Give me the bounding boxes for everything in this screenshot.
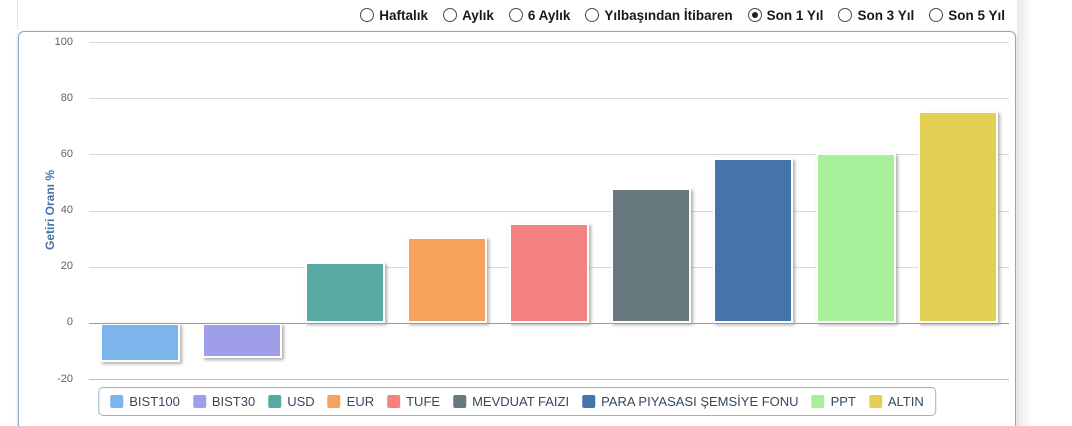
bar-chart-plot: Getiri Oranı % 100 80 60 40 20 0 -20 [19,32,1017,426]
gridline-60 [89,154,1009,156]
legend-label: PPT [830,394,856,409]
legend-item-para-piyasasi-semsi-ye-fonu[interactable]: PARA PIYASASI ŞEMSİYE FONU [582,394,799,409]
radio-option-son-5-yil[interactable]: Son 5 Yıl [929,8,1005,23]
radio-option-6-aylik[interactable]: 6 Aylık [508,7,571,23]
gridline-40 [89,210,1009,212]
radio-option-yilbasindan-i-tibaren[interactable]: Yılbaşından İtibaren [585,7,733,23]
legend-label: BIST30 [211,394,256,409]
legend-swatch-icon [811,395,825,408]
radio-icon[interactable] [585,8,600,22]
y-tick-label-20: 20 [60,260,73,273]
period-filter-group: Haftalık Aylık 6 Aylık Yılbaşından İtibaren… [360,3,1005,27]
radio-option-label: Yılbaşından İtibaren [604,7,733,23]
legend-swatch-icon [453,395,467,408]
legend-swatch-icon [868,395,882,408]
y-tick-label-40: 40 [60,204,73,216]
legend-label: ALTIN [887,394,924,409]
legend-item-ppt[interactable]: PPT [811,394,856,409]
gridline-0 [89,322,1009,324]
radio-selected-icon[interactable] [747,8,762,22]
legend-item-usd[interactable]: USD [268,394,315,409]
bar-tufe[interactable] [509,223,589,323]
radio-option-label: Son 3 Yıl [857,7,915,23]
legend-item-bist100[interactable]: BIST100 [110,394,180,409]
radio-option-haftalik[interactable]: Haftalık [360,8,428,23]
legend-swatch-icon [268,395,282,408]
gridline-80 [89,98,1009,100]
legend-label: USD [287,394,315,409]
y-tick-label-0: 0 [66,316,73,329]
bar-bist30[interactable] [202,322,283,359]
radio-option-aylik[interactable]: Aylık [443,8,494,23]
y-tick-label-80: 80 [60,91,73,104]
bar-bist100[interactable] [100,322,181,363]
legend-swatch-icon [582,395,596,408]
radio-option-label: Haftalık [379,7,429,23]
bar-mevduat-faizi[interactable] [611,188,692,323]
y-tick-label--20: -20 [57,372,73,385]
gridline-100 [89,42,1009,43]
legend-swatch-icon [327,395,341,408]
radio-icon[interactable] [360,8,375,22]
legend-item-eur[interactable]: EUR [327,394,375,409]
radio-option-label: Son 1 Yıl [766,7,824,23]
section-divider [17,0,18,29]
legend-label: TUFE [406,394,441,409]
radio-option-label: 6 Aylık [527,7,571,23]
legend-item-mevduat-faizi[interactable]: MEVDUAT FAIZI [453,394,569,409]
radio-icon[interactable] [443,8,458,22]
legend-label: EUR [346,394,375,409]
bar-para-piyasasi-semsi-ye-fonu[interactable] [713,158,794,323]
radio-icon[interactable] [838,8,853,22]
bar-usd[interactable] [304,261,385,323]
returns-chart-panel: Getiri Oranı % 100 80 60 40 20 0 -20 BIST100 BI… [18,31,1016,426]
chart-legend: BIST100 BIST30 USD EUR TUFE MEVDUAT FAIZI PARA… [98,387,936,416]
legend-label: BIST100 [129,394,180,409]
radio-option-son-1-yil[interactable]: Son 1 Yıl [747,7,824,23]
y-tick-label-60: 60 [60,147,73,160]
legend-item-bist30[interactable]: BIST30 [192,394,256,409]
legend-swatch-icon [192,395,206,408]
radio-option-son-3-yil[interactable]: Son 3 Yıl [838,8,914,23]
radio-icon[interactable] [508,8,523,22]
radio-icon[interactable] [929,8,944,22]
page-edge-band [1017,0,1033,426]
radio-option-label: Aylık [462,7,494,23]
legend-swatch-icon [387,395,401,408]
legend-label: MEVDUAT FAIZI [472,394,570,409]
x-axis-line [89,379,1009,380]
legend-label: PARA PIYASASI ŞEMSİYE FONU [601,394,799,409]
bar-eur[interactable] [406,236,487,323]
radio-option-label: Son 5 Yıl [948,7,1005,23]
legend-item-altin[interactable]: ALTIN [868,394,924,409]
bar-altin[interactable] [917,111,998,323]
legend-swatch-icon [110,395,124,408]
bar-ppt[interactable] [815,152,896,323]
legend-item-tufe[interactable]: TUFE [387,394,440,409]
y-tick-label-100: 100 [54,35,73,48]
